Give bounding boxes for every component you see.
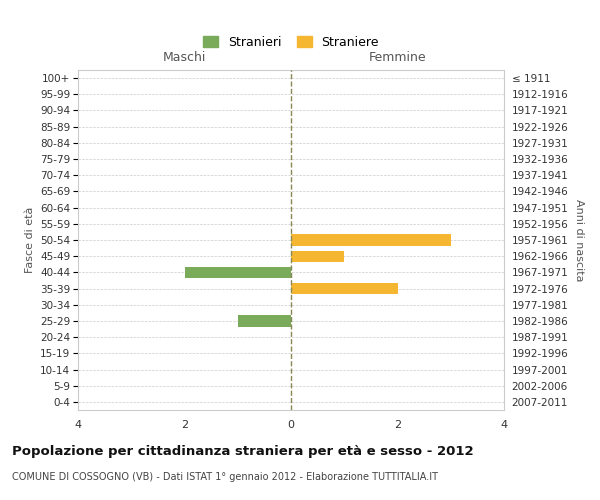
Y-axis label: Fasce di età: Fasce di età [25,207,35,273]
Text: Femmine: Femmine [368,52,427,64]
Bar [291,283,398,294]
Y-axis label: Anni di nascita: Anni di nascita [574,198,584,281]
Text: Maschi: Maschi [163,52,206,64]
Legend: Stranieri, Straniere: Stranieri, Straniere [199,32,383,52]
Bar [291,234,451,246]
Bar [238,316,291,326]
Bar [291,250,344,262]
Text: Popolazione per cittadinanza straniera per età e sesso - 2012: Popolazione per cittadinanza straniera p… [12,445,473,458]
Text: COMUNE DI COSSOGNO (VB) - Dati ISTAT 1° gennaio 2012 - Elaborazione TUTTITALIA.I: COMUNE DI COSSOGNO (VB) - Dati ISTAT 1° … [12,472,438,482]
Bar [185,266,291,278]
